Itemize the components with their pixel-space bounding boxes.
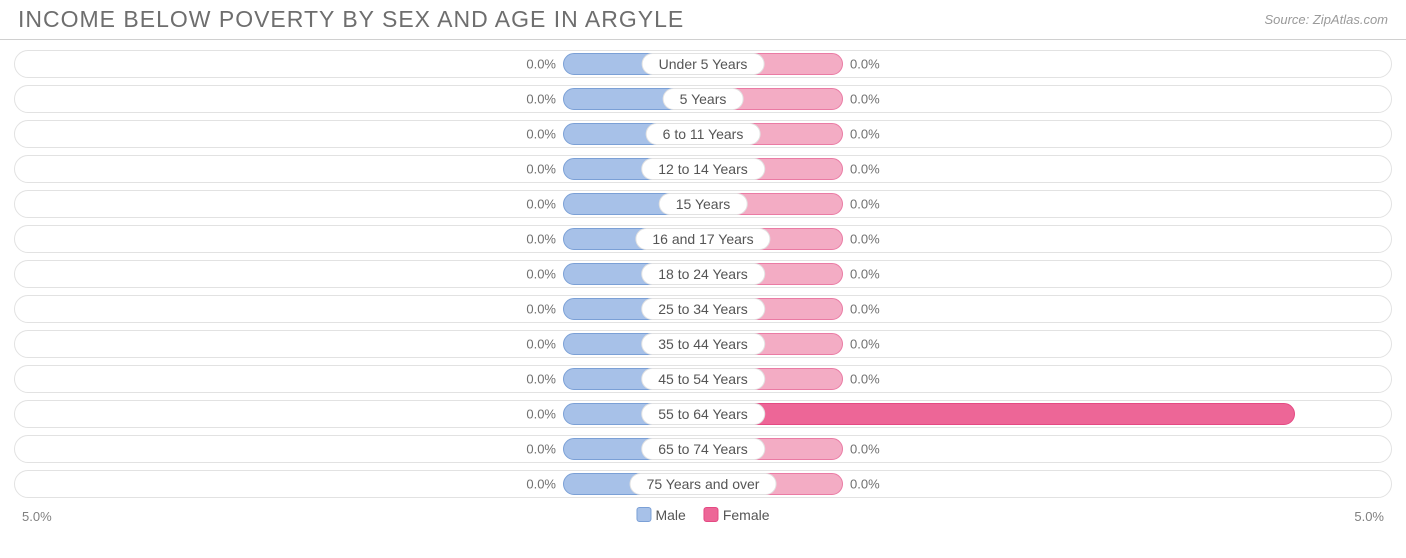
male-value-label: 0.0% bbox=[526, 57, 556, 72]
chart-header: INCOME BELOW POVERTY BY SEX AND AGE IN A… bbox=[0, 0, 1406, 40]
data-row: 0.0% 0.0% 5 Years bbox=[14, 85, 1392, 113]
male-half: 0.0% bbox=[15, 191, 703, 217]
male-half: 0.0% bbox=[15, 331, 703, 357]
data-row: 0.0% 0.0% 45 to 54 Years bbox=[14, 365, 1392, 393]
male-value-label: 0.0% bbox=[526, 232, 556, 247]
male-half: 0.0% bbox=[15, 51, 703, 77]
female-half: 0.0% bbox=[703, 51, 1391, 77]
female-value-label: 0.0% bbox=[850, 57, 880, 72]
female-half: 0.0% bbox=[703, 471, 1391, 497]
data-row: 0.0% 0.0% 18 to 24 Years bbox=[14, 260, 1392, 288]
category-label: 45 to 54 Years bbox=[641, 368, 765, 390]
data-row: 0.0% 0.0% Under 5 Years bbox=[14, 50, 1392, 78]
female-value-label: 0.0% bbox=[850, 267, 880, 282]
female-value-label: 0.0% bbox=[850, 162, 880, 177]
female-value-label: 0.0% bbox=[850, 92, 880, 107]
chart-source: Source: ZipAtlas.com bbox=[1264, 12, 1388, 27]
data-row: 0.0% 0.0% 12 to 14 Years bbox=[14, 155, 1392, 183]
male-value-label: 0.0% bbox=[526, 127, 556, 142]
female-bar bbox=[703, 403, 1295, 425]
male-value-label: 0.0% bbox=[526, 407, 556, 422]
female-half: 0.0% bbox=[703, 191, 1391, 217]
female-half: 0.0% bbox=[703, 121, 1391, 147]
category-label: 15 Years bbox=[659, 193, 748, 215]
legend-male-label: Male bbox=[655, 507, 685, 523]
male-value-label: 0.0% bbox=[526, 442, 556, 457]
data-row: 0.0% 0.0% 25 to 34 Years bbox=[14, 295, 1392, 323]
female-half: 0.0% bbox=[703, 296, 1391, 322]
data-row: 0.0% 0.0% 16 and 17 Years bbox=[14, 225, 1392, 253]
female-half: 0.0% bbox=[703, 436, 1391, 462]
legend-swatch-female bbox=[704, 507, 719, 522]
female-value-label: 0.0% bbox=[850, 302, 880, 317]
data-row: 0.0% 0.0% 15 Years bbox=[14, 190, 1392, 218]
female-half: 0.0% bbox=[703, 331, 1391, 357]
data-row: 0.0% 0.0% 65 to 74 Years bbox=[14, 435, 1392, 463]
legend-female: Female bbox=[704, 507, 770, 523]
male-half: 0.0% bbox=[15, 401, 703, 427]
male-half: 0.0% bbox=[15, 296, 703, 322]
legend-swatch-male bbox=[636, 507, 651, 522]
male-half: 0.0% bbox=[15, 156, 703, 182]
male-value-label: 0.0% bbox=[526, 372, 556, 387]
female-half: 0.0% bbox=[703, 261, 1391, 287]
male-value-label: 0.0% bbox=[526, 162, 556, 177]
female-value-label: 0.0% bbox=[850, 372, 880, 387]
data-row: 0.0% 0.0% 35 to 44 Years bbox=[14, 330, 1392, 358]
category-label: 16 and 17 Years bbox=[635, 228, 770, 250]
category-label: 35 to 44 Years bbox=[641, 333, 765, 355]
male-value-label: 0.0% bbox=[526, 197, 556, 212]
category-label: 5 Years bbox=[663, 88, 744, 110]
male-value-label: 0.0% bbox=[526, 267, 556, 282]
female-value-label: 0.0% bbox=[850, 442, 880, 457]
data-row: 0.0% 4.3% 55 to 64 Years bbox=[14, 400, 1392, 428]
category-label: 25 to 34 Years bbox=[641, 298, 765, 320]
male-half: 0.0% bbox=[15, 261, 703, 287]
female-half: 0.0% bbox=[703, 366, 1391, 392]
female-half: 0.0% bbox=[703, 86, 1391, 112]
female-value-label: 4.3% bbox=[1355, 407, 1385, 422]
legend-male: Male bbox=[636, 507, 685, 523]
category-label: Under 5 Years bbox=[642, 53, 765, 75]
female-half: 0.0% bbox=[703, 156, 1391, 182]
male-value-label: 0.0% bbox=[526, 337, 556, 352]
category-label: 6 to 11 Years bbox=[646, 123, 761, 145]
male-half: 0.0% bbox=[15, 436, 703, 462]
category-label: 75 Years and over bbox=[630, 473, 777, 495]
female-half: 0.0% bbox=[703, 226, 1391, 252]
male-half: 0.0% bbox=[15, 226, 703, 252]
female-value-label: 0.0% bbox=[850, 232, 880, 247]
male-half: 0.0% bbox=[15, 471, 703, 497]
female-value-label: 0.0% bbox=[850, 127, 880, 142]
category-label: 12 to 14 Years bbox=[641, 158, 765, 180]
male-half: 0.0% bbox=[15, 366, 703, 392]
male-half: 0.0% bbox=[15, 86, 703, 112]
category-label: 18 to 24 Years bbox=[641, 263, 765, 285]
category-label: 55 to 64 Years bbox=[641, 403, 765, 425]
female-half: 4.3% bbox=[703, 401, 1391, 427]
chart-area: 0.0%0.0%Under 5 Years0.0%0.0%5 Years0.0%… bbox=[0, 40, 1406, 507]
male-value-label: 0.0% bbox=[526, 92, 556, 107]
chart-legend: Male Female bbox=[636, 507, 769, 523]
data-row: 0.0% 0.0% 75 Years and over bbox=[14, 470, 1392, 498]
axis-right-label: 5.0% bbox=[1354, 509, 1384, 524]
male-half: 0.0% bbox=[15, 121, 703, 147]
data-row: 0.0% 0.0% 6 to 11 Years bbox=[14, 120, 1392, 148]
chart-title: INCOME BELOW POVERTY BY SEX AND AGE IN A… bbox=[18, 6, 684, 33]
female-value-label: 0.0% bbox=[850, 337, 880, 352]
category-label: 65 to 74 Years bbox=[641, 438, 765, 460]
axis-left-label: 5.0% bbox=[22, 509, 52, 524]
legend-female-label: Female bbox=[723, 507, 770, 523]
female-value-label: 0.0% bbox=[850, 197, 880, 212]
male-value-label: 0.0% bbox=[526, 477, 556, 492]
female-value-label: 0.0% bbox=[850, 477, 880, 492]
chart-footer: 5.0% Male Female 5.0% bbox=[0, 507, 1406, 533]
male-value-label: 0.0% bbox=[526, 302, 556, 317]
